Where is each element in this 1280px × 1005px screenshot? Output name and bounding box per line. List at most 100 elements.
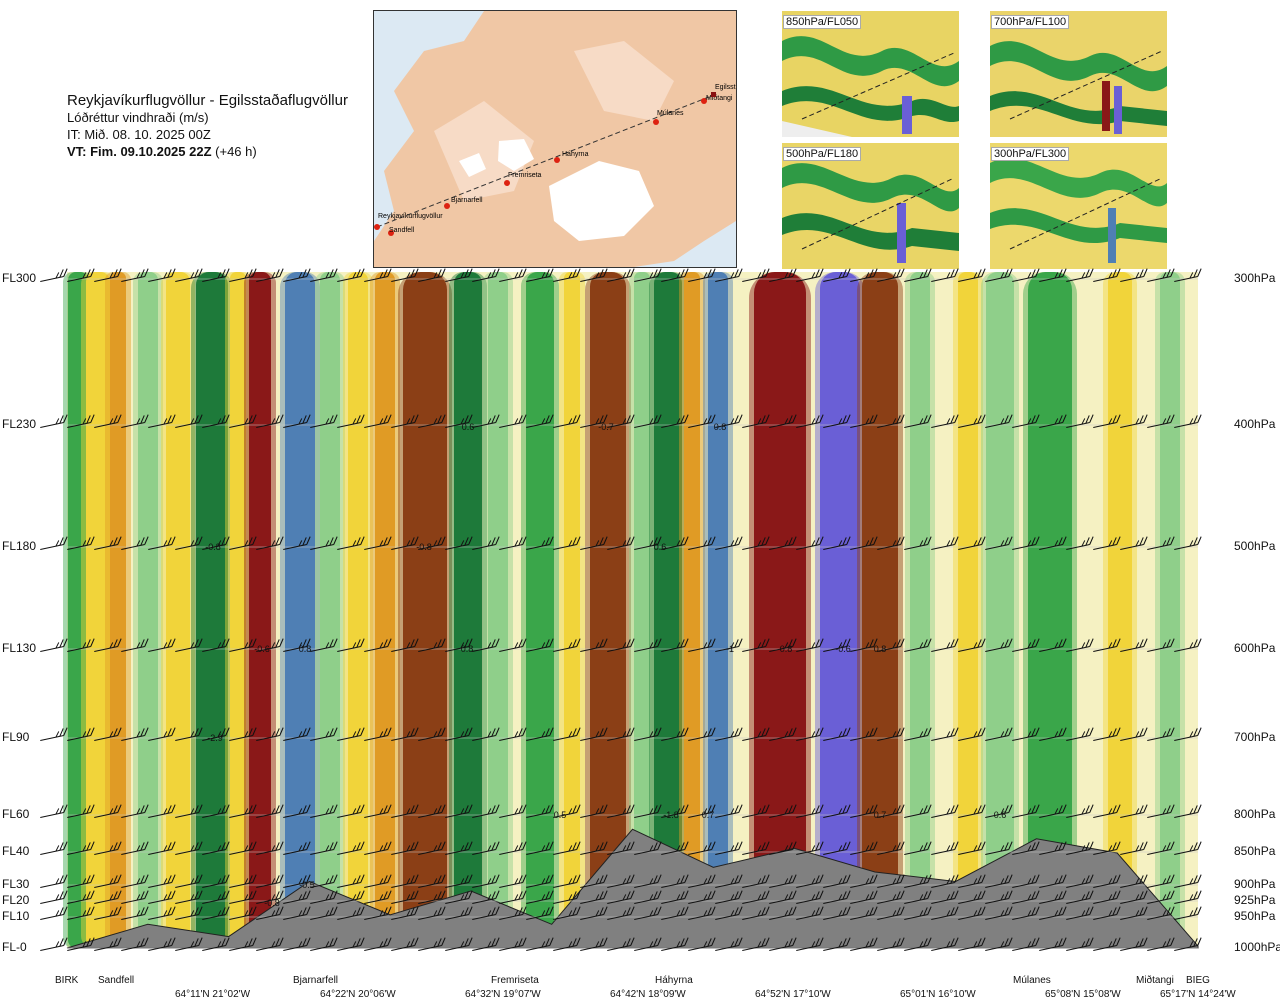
wind-barb [499, 414, 527, 428]
wind-barb [175, 841, 203, 855]
wind-barb [769, 874, 797, 888]
wind-barb [310, 906, 338, 920]
wind-barb [67, 536, 95, 550]
wind-barb [67, 937, 95, 951]
wind-barb [148, 268, 176, 282]
wind-barb [472, 536, 500, 550]
wind-barb [1012, 268, 1040, 282]
wind-barb [418, 268, 446, 282]
wind-barb [877, 727, 905, 741]
wind-barb [1012, 638, 1040, 652]
wind-barb [1093, 874, 1121, 888]
wind-barb [1147, 804, 1175, 818]
contour-label: -0.8 [264, 898, 280, 908]
wind-barb [688, 536, 716, 550]
map-place-label: Múlanes [657, 110, 684, 117]
speed-band [403, 272, 447, 948]
wind-barb [715, 638, 743, 652]
wind-barb [1066, 536, 1094, 550]
wind-barb [1066, 890, 1094, 904]
wind-barb [445, 727, 473, 741]
pressure-level-label: 1000hPa [1234, 940, 1280, 954]
contour-label: -2.9 [207, 733, 223, 743]
wind-barb [1039, 937, 1067, 951]
wind-barb [796, 890, 824, 904]
wind-barb [121, 268, 149, 282]
speed-band [958, 272, 978, 948]
wind-barb [958, 874, 986, 888]
speed-band [249, 272, 271, 948]
contour-label: 0.8 [299, 644, 312, 654]
wind-barb [229, 841, 257, 855]
wind-barb [310, 536, 338, 550]
thumbnail-850hpa[interactable]: 850hPa/FL050 [782, 11, 959, 137]
wind-barb [364, 638, 392, 652]
wind-barb [688, 841, 716, 855]
wind-barb [445, 638, 473, 652]
wind-barb [94, 727, 122, 741]
wind-barb [580, 268, 608, 282]
thumbnail-300hpa[interactable]: 300hPa/FL300 [990, 143, 1167, 269]
pressure-level-label: 800hPa [1234, 807, 1276, 821]
speed-band [590, 272, 626, 948]
wind-barb [526, 906, 554, 920]
map-place-label: Sandfell [389, 227, 415, 234]
wind-barb [850, 638, 878, 652]
wind-barb [283, 536, 311, 550]
speed-band [320, 272, 340, 948]
contour-label: -1 [726, 644, 734, 654]
wind-barb [121, 638, 149, 652]
wind-barb [850, 841, 878, 855]
coordinate-label: 65°08'N 15°08'W [1045, 989, 1121, 1000]
flight-level-label: FL40 [2, 844, 30, 858]
wind-barb [1120, 906, 1148, 920]
wind-barb [688, 638, 716, 652]
wind-barb [742, 727, 770, 741]
wind-barb [1147, 727, 1175, 741]
thumbnail-700hpa[interactable]: 700hPa/FL100 [990, 11, 1167, 137]
wind-barb [580, 906, 608, 920]
wind-barb [445, 874, 473, 888]
speed-band [488, 272, 508, 948]
wind-barb [769, 906, 797, 920]
wind-barb [607, 890, 635, 904]
map-waypoints: Reykjavíkurflugvöllur Sandfell Bjarnarfe… [374, 84, 736, 236]
flight-level-label: FL10 [2, 909, 30, 923]
wind-barb [904, 727, 932, 741]
contour-label: -0.6 [835, 644, 851, 654]
wind-barb [661, 937, 689, 951]
wind-barb [526, 937, 554, 951]
wind-barb [256, 638, 284, 652]
wind-barb [634, 890, 662, 904]
wind-barb [472, 804, 500, 818]
speed-band [684, 272, 700, 948]
wind-barb [310, 937, 338, 951]
wind-barb [391, 414, 419, 428]
speed-band [1160, 272, 1180, 948]
wind-barb [715, 906, 743, 920]
wind-barb [121, 841, 149, 855]
wind-barb [229, 268, 257, 282]
wind-barb [904, 536, 932, 550]
wind-barb [121, 874, 149, 888]
wind-barb [310, 804, 338, 818]
wind-barb [1012, 906, 1040, 920]
wind-barb [1066, 906, 1094, 920]
wind-barb [175, 414, 203, 428]
wind-barb [850, 414, 878, 428]
wind-barb [364, 841, 392, 855]
wind-barb [850, 906, 878, 920]
wind-barb [607, 874, 635, 888]
speed-band [1028, 272, 1072, 948]
wind-barb [796, 874, 824, 888]
wind-barb [1039, 841, 1067, 855]
thumbnail-850hpa-svg [782, 11, 959, 137]
wind-barb [607, 638, 635, 652]
wind-barb [1174, 804, 1202, 818]
thumbnail-label: 300hPa/FL300 [991, 147, 1070, 161]
wind-barb [283, 268, 311, 282]
valid-time-bold: VT: Fim. 09.10.2025 22Z [67, 144, 212, 159]
wind-barb [364, 890, 392, 904]
wind-barb [256, 890, 284, 904]
thumbnail-500hpa[interactable]: 500hPa/FL180 [782, 143, 959, 269]
